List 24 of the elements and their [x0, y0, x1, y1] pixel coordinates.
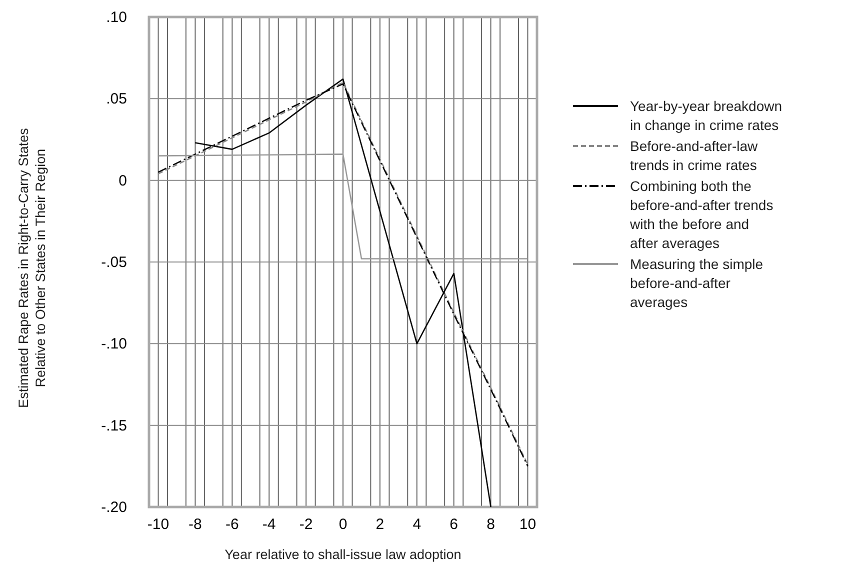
x-tick-label: 10 [519, 516, 536, 533]
y-tick-label: 0 [118, 172, 127, 190]
legend-label: Before-and-after-law trends in crime rates [630, 138, 759, 173]
x-tick-label: 2 [376, 516, 384, 533]
y-tick-label: -.05 [101, 254, 127, 271]
y-tick-label: .10 [106, 9, 127, 26]
x-tick-label: -2 [299, 516, 313, 533]
x-tick-label: 6 [450, 516, 458, 533]
y-tick-label: -.10 [101, 336, 127, 353]
x-tick-label: -4 [262, 516, 276, 533]
x-tick-label: -6 [225, 516, 239, 533]
x-tick-label: -10 [147, 516, 170, 533]
y-axis-title: Estimated Rape Rates in Right-to-Carry States Relative to Other States in Their Region [16, 128, 48, 408]
x-tick-label: 4 [412, 516, 422, 533]
legend-label: Year-by-year breakdown in change in crime rates [630, 98, 782, 133]
y-tick-label: -.15 [101, 417, 127, 434]
x-tick-label: 0 [338, 516, 348, 533]
y-tick-label: -.20 [101, 499, 127, 516]
x-axis-title: Year relative to shall-issue law adoption [224, 547, 462, 562]
x-tick-label: -8 [188, 516, 202, 533]
legend-label: Combining both the before-and-after trends with the before and after averages [629, 178, 774, 251]
legend-label: Measuring the simple before-and-after averages [630, 256, 764, 310]
y-tick-label: .05 [106, 90, 127, 108]
x-tick-label: 8 [486, 516, 495, 533]
